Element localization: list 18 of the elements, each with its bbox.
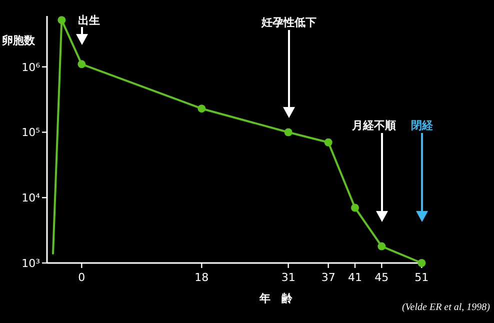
- x-axis-title: 年 齢: [258, 292, 294, 305]
- x-tick-label: 18: [194, 271, 209, 284]
- annotation: 月経不順: [351, 119, 396, 132]
- x-tick-label: 51: [414, 271, 429, 284]
- annotation: 妊孕性低下: [260, 16, 316, 29]
- y-tick-label: 10⁵: [22, 126, 40, 140]
- y-tick-label: 10⁴: [22, 192, 41, 205]
- x-tick-label: 37: [321, 271, 336, 284]
- y-tick-label: 10³: [22, 257, 40, 270]
- x-tick-label: 31: [281, 271, 296, 284]
- text: (Velde ER et al, 1998): [402, 302, 491, 313]
- annotation: 閉経: [411, 119, 434, 132]
- y-axis-title: 卵胞数: [1, 34, 36, 47]
- annotation: 出生: [78, 14, 100, 27]
- y-tick-label: 10⁶: [22, 60, 41, 74]
- x-tick-label: 41: [348, 271, 362, 284]
- x-tick-label: 45: [374, 271, 389, 284]
- x-tick-label: 0: [78, 271, 86, 284]
